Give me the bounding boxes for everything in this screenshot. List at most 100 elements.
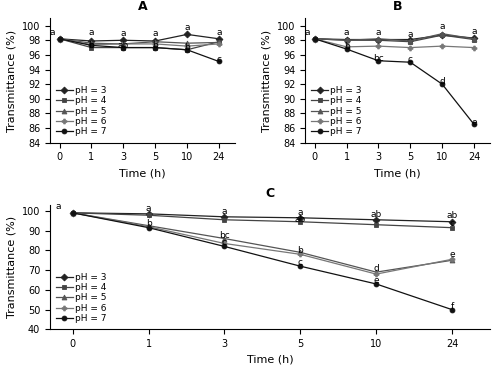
Text: a: a xyxy=(120,29,126,38)
pH = 5 xyxy=(120,42,126,46)
pH = 4 xyxy=(376,38,382,42)
Text: a: a xyxy=(440,22,445,31)
Text: c: c xyxy=(222,238,227,247)
Title: A: A xyxy=(138,0,147,13)
Text: b: b xyxy=(146,219,152,228)
Text: bc: bc xyxy=(373,54,384,63)
pH = 6 xyxy=(184,44,190,48)
Line: pH = 4: pH = 4 xyxy=(312,33,476,44)
Text: a: a xyxy=(344,27,350,37)
pH = 6 xyxy=(376,44,382,48)
pH = 7 xyxy=(344,47,349,51)
Text: bc: bc xyxy=(219,231,230,239)
Line: pH = 6: pH = 6 xyxy=(70,210,454,277)
Text: a: a xyxy=(88,28,94,37)
pH = 4 xyxy=(449,225,455,230)
pH = 5 xyxy=(152,40,158,44)
pH = 6 xyxy=(471,45,477,50)
pH = 7 xyxy=(298,264,304,268)
Text: c: c xyxy=(408,55,413,64)
Text: ab: ab xyxy=(446,211,458,220)
pH = 4 xyxy=(56,37,62,41)
Text: e: e xyxy=(450,250,455,259)
pH = 4 xyxy=(70,211,76,215)
pH = 6 xyxy=(88,42,94,47)
pH = 6 xyxy=(120,42,126,46)
pH = 3 xyxy=(373,217,379,222)
pH = 3 xyxy=(56,37,62,41)
pH = 5 xyxy=(344,38,349,42)
pH = 6 xyxy=(439,44,445,48)
Text: a: a xyxy=(408,30,413,39)
pH = 5 xyxy=(376,37,382,41)
pH = 7 xyxy=(408,60,414,64)
X-axis label: Time (h): Time (h) xyxy=(374,168,421,178)
pH = 3 xyxy=(312,37,318,41)
Text: a: a xyxy=(304,27,310,37)
pH = 6 xyxy=(449,257,455,261)
pH = 5 xyxy=(471,37,477,41)
Text: ab: ab xyxy=(294,215,306,224)
pH = 6 xyxy=(152,42,158,46)
pH = 7 xyxy=(184,48,190,52)
pH = 3 xyxy=(88,39,94,43)
pH = 3 xyxy=(184,32,190,37)
Text: a: a xyxy=(298,208,303,217)
pH = 4 xyxy=(88,45,94,50)
Text: ab: ab xyxy=(370,210,382,219)
Text: a: a xyxy=(152,29,158,38)
pH = 4 xyxy=(298,220,304,224)
pH = 4 xyxy=(152,45,158,50)
Text: a: a xyxy=(472,27,477,36)
Y-axis label: Transmittance (%): Transmittance (%) xyxy=(262,29,272,132)
pH = 7 xyxy=(449,307,455,312)
pH = 5 xyxy=(146,224,152,228)
Text: b: b xyxy=(298,246,303,255)
pH = 3 xyxy=(222,214,228,219)
pH = 3 xyxy=(344,37,349,42)
pH = 4 xyxy=(120,45,126,50)
pH = 7 xyxy=(56,37,62,41)
Text: e: e xyxy=(472,117,477,127)
Line: pH = 3: pH = 3 xyxy=(312,33,476,42)
pH = 7 xyxy=(70,211,76,215)
pH = 5 xyxy=(184,41,190,45)
pH = 3 xyxy=(146,212,152,216)
pH = 5 xyxy=(449,258,455,262)
pH = 7 xyxy=(216,59,222,64)
Text: a: a xyxy=(56,202,62,211)
pH = 4 xyxy=(216,40,222,44)
Y-axis label: Transmittance (%): Transmittance (%) xyxy=(6,29,16,132)
pH = 7 xyxy=(312,37,318,41)
Legend: pH = 3, pH = 4, pH = 5, pH = 6, pH = 7: pH = 3, pH = 4, pH = 5, pH = 6, pH = 7 xyxy=(54,271,108,325)
pH = 3 xyxy=(120,38,126,42)
Text: d: d xyxy=(440,77,445,86)
pH = 4 xyxy=(184,48,190,52)
Line: pH = 5: pH = 5 xyxy=(70,210,454,274)
pH = 3 xyxy=(298,216,304,220)
pH = 4 xyxy=(312,37,318,41)
Text: b: b xyxy=(344,42,349,51)
Text: a: a xyxy=(216,27,222,37)
Text: d: d xyxy=(374,264,379,273)
Line: pH = 7: pH = 7 xyxy=(57,36,222,64)
Line: pH = 5: pH = 5 xyxy=(312,31,476,44)
pH = 5 xyxy=(312,37,318,41)
Legend: pH = 3, pH = 4, pH = 5, pH = 6, pH = 7: pH = 3, pH = 4, pH = 5, pH = 6, pH = 7 xyxy=(310,84,364,138)
pH = 3 xyxy=(439,33,445,37)
pH = 3 xyxy=(216,37,222,41)
pH = 6 xyxy=(344,45,349,49)
pH = 5 xyxy=(373,270,379,274)
pH = 3 xyxy=(471,36,477,40)
Y-axis label: Transmittance (%): Transmittance (%) xyxy=(6,216,16,318)
Text: a: a xyxy=(50,27,55,37)
Line: pH = 3: pH = 3 xyxy=(57,32,222,44)
Line: pH = 5: pH = 5 xyxy=(57,36,222,46)
pH = 7 xyxy=(376,59,382,63)
pH = 6 xyxy=(408,45,414,50)
Line: pH = 7: pH = 7 xyxy=(70,210,454,312)
pH = 7 xyxy=(471,122,477,127)
Title: B: B xyxy=(393,0,402,13)
Text: b: b xyxy=(184,43,190,52)
pH = 5 xyxy=(56,37,62,41)
